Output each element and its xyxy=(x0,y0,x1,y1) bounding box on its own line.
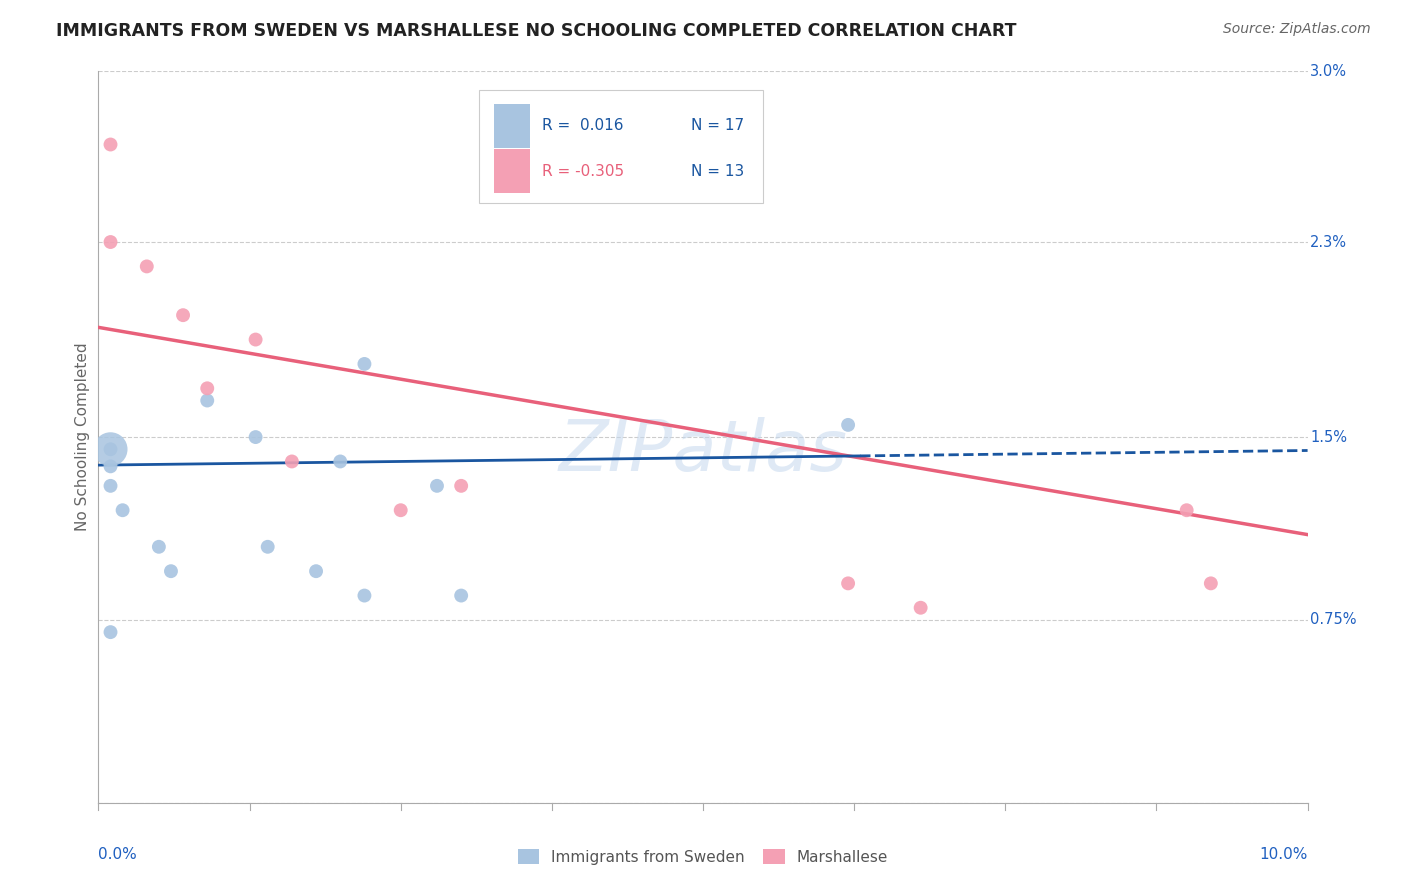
Point xyxy=(305,564,328,578)
Point xyxy=(389,503,412,517)
Text: 1.5%: 1.5% xyxy=(1310,430,1347,444)
Point xyxy=(837,417,859,432)
Point xyxy=(837,576,859,591)
Point xyxy=(353,357,375,371)
Text: R =  0.016: R = 0.016 xyxy=(543,119,624,134)
Point xyxy=(256,540,278,554)
FancyBboxPatch shape xyxy=(479,90,763,203)
Text: N = 17: N = 17 xyxy=(690,119,744,134)
Point xyxy=(1199,576,1222,591)
Text: N = 13: N = 13 xyxy=(690,164,744,178)
Text: 3.0%: 3.0% xyxy=(1310,64,1347,78)
Point xyxy=(245,430,267,444)
Text: Source: ZipAtlas.com: Source: ZipAtlas.com xyxy=(1223,22,1371,37)
Point xyxy=(195,393,218,408)
Point xyxy=(281,454,304,468)
Point xyxy=(329,454,352,468)
Point xyxy=(353,589,375,603)
Point xyxy=(100,625,122,640)
FancyBboxPatch shape xyxy=(494,104,530,148)
Point xyxy=(450,589,472,603)
Point xyxy=(100,479,122,493)
Point xyxy=(1175,503,1198,517)
Point xyxy=(100,442,122,457)
Text: 2.3%: 2.3% xyxy=(1310,235,1347,250)
Text: 0.0%: 0.0% xyxy=(98,847,138,862)
Point xyxy=(148,540,170,554)
Text: 0.75%: 0.75% xyxy=(1310,613,1357,627)
Point xyxy=(111,503,134,517)
Point xyxy=(100,442,122,457)
Point xyxy=(426,479,449,493)
Point xyxy=(135,260,157,274)
Point xyxy=(195,381,218,395)
Text: R = -0.305: R = -0.305 xyxy=(543,164,624,178)
Point xyxy=(910,600,932,615)
Point xyxy=(172,308,194,322)
Point xyxy=(100,235,122,249)
Legend: Immigrants from Sweden, Marshallese: Immigrants from Sweden, Marshallese xyxy=(517,849,889,864)
Text: ZIPatlas: ZIPatlas xyxy=(558,417,848,486)
Y-axis label: No Schooling Completed: No Schooling Completed xyxy=(75,343,90,532)
Point xyxy=(100,137,122,152)
Text: IMMIGRANTS FROM SWEDEN VS MARSHALLESE NO SCHOOLING COMPLETED CORRELATION CHART: IMMIGRANTS FROM SWEDEN VS MARSHALLESE NO… xyxy=(56,22,1017,40)
FancyBboxPatch shape xyxy=(494,149,530,194)
Text: 10.0%: 10.0% xyxy=(1260,847,1308,862)
Point xyxy=(450,479,472,493)
Point xyxy=(160,564,183,578)
Point xyxy=(100,459,122,474)
Point xyxy=(245,333,267,347)
